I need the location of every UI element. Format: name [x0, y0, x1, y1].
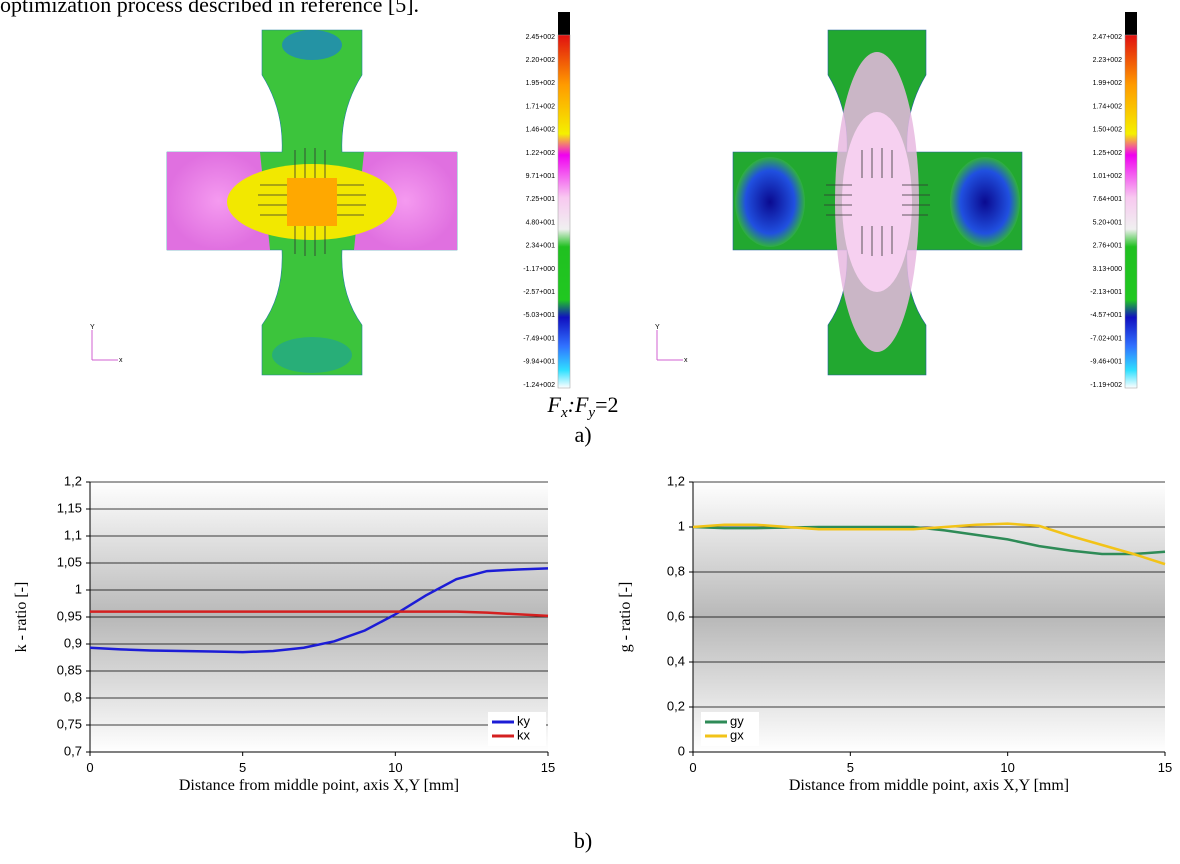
y-tick-label: 0,9: [64, 635, 82, 650]
colorbar-label: -7.49+001: [523, 335, 555, 342]
colorbar-label: -1.19+002: [1090, 382, 1122, 389]
colorbar-top: [558, 12, 570, 35]
fem-right: [657, 30, 1022, 375]
axis-label: Y: [655, 324, 660, 331]
colorbar-label: 2.45+002: [526, 34, 555, 41]
x-tick-label: 15: [1158, 760, 1172, 775]
colorbar-label: 2.23+002: [1093, 57, 1122, 64]
colorbar-label: -1.17+000: [523, 266, 555, 273]
y-tick-label: 0,85: [57, 662, 82, 677]
y-tick-label: 1,2: [64, 473, 82, 488]
colorbar-label: -5.03+001: [523, 312, 555, 319]
y-axis-label: k - ratio [-]: [13, 582, 30, 653]
y-tick-label: 0: [678, 743, 685, 758]
colorbar: [1125, 35, 1137, 388]
colorbar-label: 1.74+002: [1093, 103, 1122, 110]
colorbar-label: 1.01+002: [1093, 173, 1122, 180]
y-tick-label: 1,15: [57, 500, 82, 515]
x-axis-label: Distance from middle point, axis X,Y [mm…: [789, 777, 1069, 794]
colorbar-label: 1.50+002: [1093, 127, 1122, 134]
caption-part: :F: [568, 392, 589, 417]
x-tick-label: 0: [689, 760, 696, 775]
body-text: optimization process described in refere…: [0, 0, 419, 17]
x-tick-label: 10: [388, 760, 402, 775]
colorbar-label: -2.57+001: [523, 289, 555, 296]
axis-label: x: [119, 357, 123, 364]
caption-part: y: [586, 405, 595, 421]
y-tick-label: 0,2: [667, 698, 685, 713]
colorbar-label: 1.99+002: [1093, 80, 1122, 87]
colorbar: [558, 35, 570, 388]
y-tick-label: 1: [678, 518, 685, 533]
colorbar-label: 3.13+000: [1093, 266, 1122, 273]
caption-part: =2: [595, 392, 618, 417]
colorbar-label: -7.02+001: [1090, 335, 1122, 342]
caption-part: F: [547, 392, 562, 417]
legend-label: kx: [517, 727, 531, 742]
colorbar-label: 1.46+002: [526, 127, 555, 134]
y-tick-label: 1,2: [667, 473, 685, 488]
y-tick-label: 0,8: [667, 563, 685, 578]
colorbar-label: -2.13+001: [1090, 289, 1122, 296]
caption-label: b): [574, 828, 592, 853]
y-tick-label: 0,8: [64, 689, 82, 704]
colorbar-label: 2.47+002: [1093, 34, 1122, 41]
colorbar-label: 1.71+002: [526, 103, 555, 110]
y-tick-label: 1,05: [57, 554, 82, 569]
y-tick-label: 1,1: [64, 527, 82, 542]
colorbar-label: -1.24+002: [523, 382, 555, 389]
axis-label: x: [684, 357, 688, 364]
colorbar-label: 7.25+001: [526, 196, 555, 203]
y-tick-label: 0,75: [57, 716, 82, 731]
y-tick-label: 0,95: [57, 608, 82, 623]
page: optimization process described in refere…: [0, 0, 1180, 864]
legend-label: gx: [730, 727, 744, 742]
y-tick-label: 0,7: [64, 743, 82, 758]
x-tick-label: 5: [239, 760, 246, 775]
x-tick-label: 15: [541, 760, 555, 775]
x-tick-label: 5: [847, 760, 854, 775]
colorbar-label: 4.80+001: [526, 219, 555, 226]
colorbar-label: 1.22+002: [526, 150, 555, 157]
colorbar-label: -4.57+001: [1090, 312, 1122, 319]
axis-label: Y: [90, 324, 95, 331]
colorbar-label: 2.34+001: [526, 243, 555, 250]
colorbar-label: -9.94+001: [523, 359, 555, 366]
y-tick-label: 0,6: [667, 608, 685, 623]
colorbar-label: 9.71+001: [526, 173, 555, 180]
colorbar-label: 2.20+002: [526, 57, 555, 64]
x-tick-label: 0: [86, 760, 93, 775]
colorbar-label: 2.76+001: [1093, 243, 1122, 250]
legend-label: ky: [517, 713, 531, 728]
y-tick-label: 0,4: [667, 653, 685, 668]
caption: Fx:Fy=2: [547, 392, 619, 421]
y-axis-label: g - ratio [-]: [617, 582, 634, 653]
legend-label: gy: [730, 713, 744, 728]
colorbar-label: 7.64+001: [1093, 196, 1122, 203]
y-tick-label: 1: [75, 581, 82, 596]
colorbar-top: [1125, 12, 1137, 35]
colorbar-label: 5.20+001: [1093, 219, 1122, 226]
colorbar-label: 1.25+002: [1093, 150, 1122, 157]
colorbar-label: 1.95+002: [526, 80, 555, 87]
caption-label: a): [574, 422, 591, 447]
x-axis-label: Distance from middle point, axis X,Y [mm…: [179, 777, 459, 794]
x-tick-label: 10: [1000, 760, 1014, 775]
colorbar-label: -9.46+001: [1090, 359, 1122, 366]
fem-left: [92, 30, 457, 375]
